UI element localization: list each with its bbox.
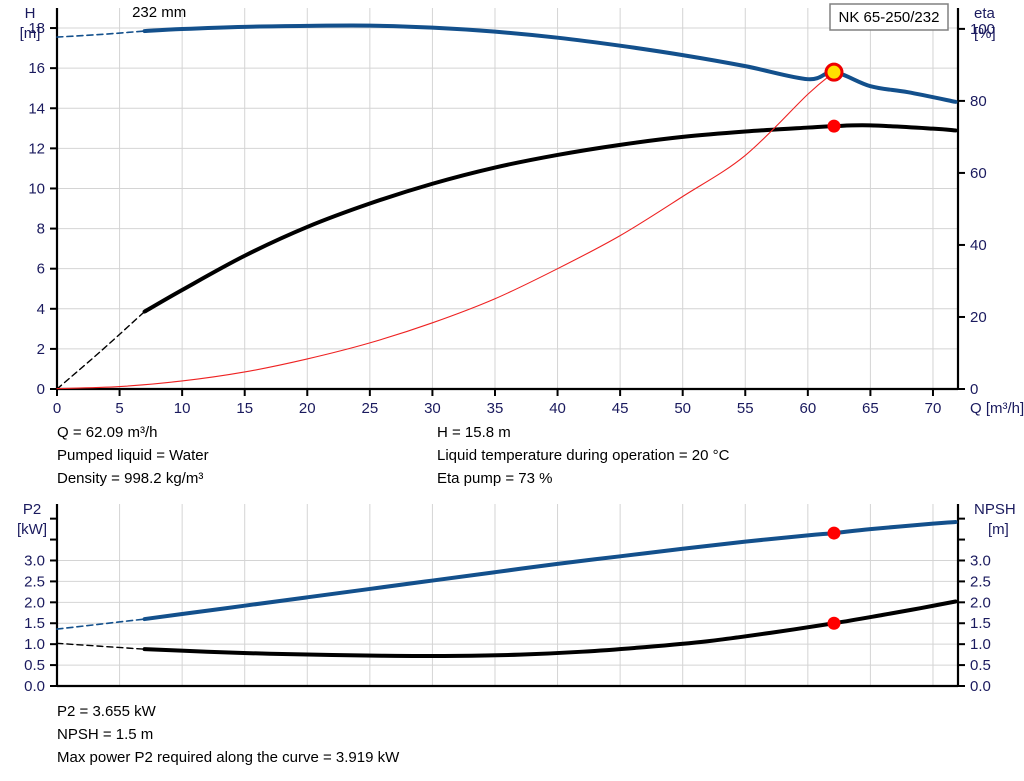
curve-efficiency-curve-eta- [142, 123, 958, 314]
grid-lines [57, 8, 958, 389]
head-efficiency-chart-container: 0 2 4 6 8 10 12 14 16 18 0 20 40 60 80 100 0 5 10 15 20 25 30 3… [20, 3, 1024, 417]
y-tick-label-right: 1.5 [970, 615, 991, 632]
info-density: Density = 998.2 kg/m³ [57, 470, 204, 487]
y-axis-title-right-line1: eta [974, 5, 996, 22]
info-head: H = 15.8 m [437, 424, 511, 441]
x-tick-label: 35 [487, 400, 504, 417]
curve-npsh [142, 599, 958, 659]
y-axis-title-right-line2: [m] [988, 521, 1009, 538]
curve-power-system-curve [56, 71, 835, 390]
bottom-chart-group: 0.0 0.5 1.0 1.5 2.0 2.5 3.0 0.0 0.5 1.0 1.5 2.0 2.5 3… [17, 501, 1016, 695]
power-info-block: P2 = 3.655 kW NPSH = 1.5 m Max power P2 … [57, 700, 399, 769]
operating-info-right: H = 15.8 m Liquid temperature during ope… [437, 421, 729, 490]
y-tick-label-right: 0.0 [970, 678, 991, 695]
info-power-p2: P2 = 3.655 kW [57, 703, 156, 720]
curve-power-p2 [142, 520, 958, 622]
y-tick-label-left: 18 [28, 20, 45, 37]
y-tick-label-left: 0.5 [24, 657, 45, 674]
y-tick-label-left: 8 [37, 221, 45, 238]
top-chart-group: 0 2 4 6 8 10 12 14 16 18 0 20 40 60 80 100 0 5 10 15 20 25 30 3… [20, 3, 1024, 417]
y-tick-label-left: 3.0 [24, 552, 45, 569]
x-tick-label: 10 [174, 400, 191, 417]
y-tick-label-right: 2.5 [970, 573, 991, 590]
info-liquid-temperature: Liquid temperature during operation = 20… [437, 447, 730, 464]
y-tick-label-left: 14 [28, 100, 45, 117]
curve-npsh-dashed-extension [56, 642, 146, 650]
power-npsh-chart: 0.0 0.5 1.0 1.5 2.0 2.5 3.0 0.0 0.5 1.0 1.5 2.0 2.5 3… [17, 501, 1016, 695]
y-tick-label-right: 60 [970, 165, 987, 182]
y-tick-label-left: 2 [37, 341, 45, 358]
impeller-size-annotation: 232 mm [132, 4, 186, 21]
duty-point-power-marker [827, 526, 841, 540]
x-tick-label: 40 [549, 400, 566, 417]
info-pumped-liquid: Pumped liquid = Water [57, 447, 209, 464]
y-tick-label-left: 0 [37, 381, 45, 398]
y-tick-label-right: 2.0 [970, 594, 991, 611]
model-label-box [829, 3, 949, 31]
x-axis-title: Q [m³/h] [970, 400, 1024, 417]
x-tick-label: 60 [799, 400, 816, 417]
curve-head-curve-dashed-extension [56, 30, 146, 38]
y-axis-title-right-line2: [%] [974, 25, 996, 42]
x-tick-label: 55 [737, 400, 754, 417]
y-tick-label-right: 100 [970, 21, 995, 38]
power-npsh-chart-container: 0.0 0.5 1.0 1.5 2.0 2.5 3.0 0.0 0.5 1.0 1.5 2.0 2.5 3… [0, 496, 1024, 701]
y-axis-title-right-line1: NPSH [974, 501, 1016, 518]
x-tick-label: 45 [612, 400, 629, 417]
duty-point-efficiency-marker [827, 119, 841, 133]
y-tick-label-left: 0.0 [24, 678, 45, 695]
x-tick-label: 65 [862, 400, 879, 417]
curve-head-curve-impeller-232-mm- [142, 23, 958, 104]
y-tick-label-right: 0 [970, 381, 978, 398]
y-tick-label-left: 2.0 [24, 594, 45, 611]
x-tick-label: 5 [115, 400, 123, 417]
y-tick-label-left: 12 [28, 140, 45, 157]
info-npsh: NPSH = 1.5 m [57, 726, 154, 743]
grid-lines [57, 504, 958, 686]
duty-point-head-marker [824, 62, 844, 82]
y-tick-label-right: 3.0 [970, 552, 991, 569]
y-tick-label-left: 1.0 [24, 636, 45, 653]
y-tick-label-left: 16 [28, 60, 45, 77]
y-axis-title-left-line2: [kW] [17, 521, 47, 538]
x-tick-label: 20 [299, 400, 316, 417]
y-tick-label-left: 4 [37, 301, 45, 318]
y-axis-title-left-line1: H [25, 5, 36, 22]
x-tick-label: 25 [362, 400, 379, 417]
head-efficiency-chart: 0 2 4 6 8 10 12 14 16 18 0 20 40 60 80 100 0 5 10 15 20 25 30 3… [20, 3, 1024, 417]
y-tick-label-left: 2.5 [24, 573, 45, 590]
duty-point-npsh-marker [827, 616, 841, 630]
x-tick-label: 30 [424, 400, 441, 417]
curve-power-p2-dashed-extension [56, 618, 146, 630]
x-tick-label: 50 [674, 400, 691, 417]
y-axis-title-left-line2: [m] [20, 25, 41, 42]
y-axis-title-left-line1: P2 [23, 501, 41, 518]
y-tick-label-left: 10 [28, 180, 45, 197]
y-tick-label-right: 0.5 [970, 657, 991, 674]
y-tick-label-right: 40 [970, 237, 987, 254]
info-eta-pump: Eta pump = 73 % [437, 470, 553, 487]
y-tick-label-left: 6 [37, 261, 45, 278]
y-tick-label-right: 20 [970, 309, 987, 326]
y-tick-label-left: 1.5 [24, 615, 45, 632]
y-tick-label-right: 1.0 [970, 636, 991, 653]
info-max-power: Max power P2 required along the curve = … [57, 749, 400, 766]
info-flow-rate: Q = 62.09 m³/h [57, 424, 158, 441]
y-tick-label-right: 80 [970, 93, 987, 110]
operating-info-left: Q = 62.09 m³/h Pumped liquid = Water Den… [57, 421, 209, 490]
x-tick-label: 0 [53, 400, 61, 417]
x-tick-label: 15 [236, 400, 253, 417]
model-label-text: NK 65-250/232 [839, 9, 940, 26]
x-tick-label: 70 [925, 400, 942, 417]
curve-efficiency-curve-dashed-extension [56, 310, 146, 390]
